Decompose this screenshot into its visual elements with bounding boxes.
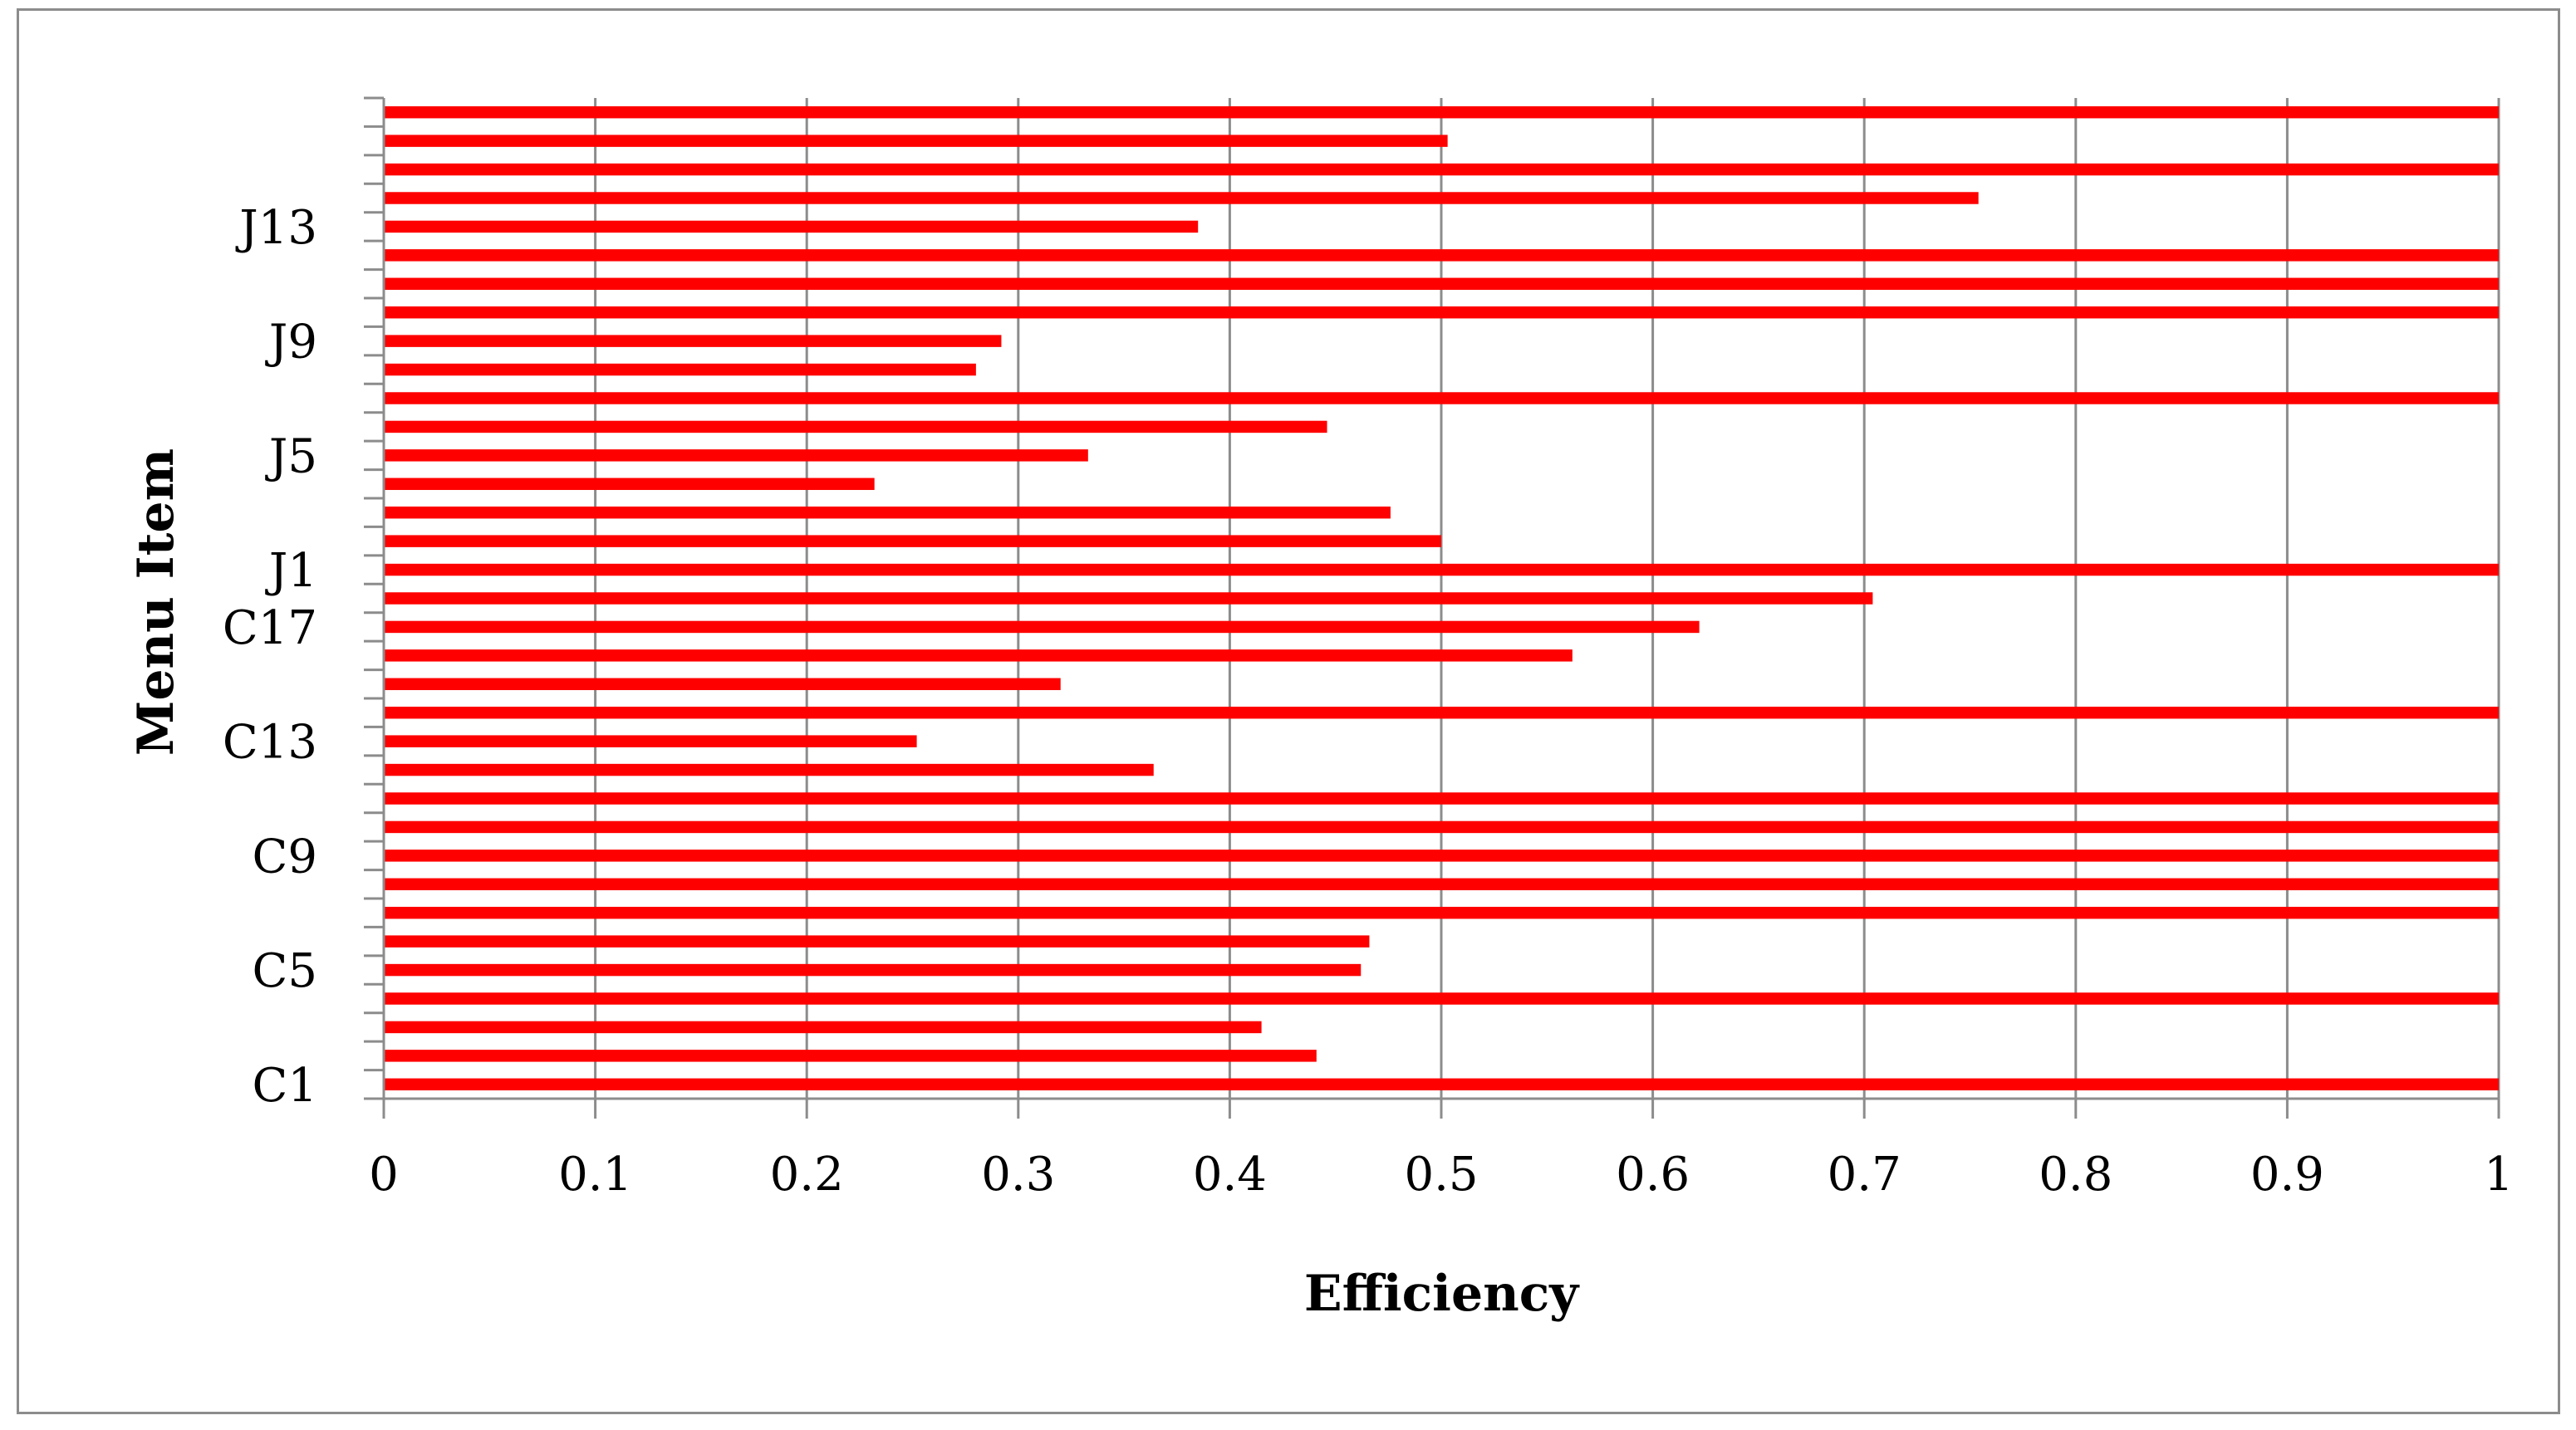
y-category-label: J9: [265, 316, 317, 370]
bar: [384, 850, 2499, 862]
x-tick-label: 0.7: [1828, 1148, 1901, 1202]
bar: [384, 449, 1088, 462]
y-axis-title: Menu Item: [127, 448, 185, 756]
bar: [384, 392, 2499, 404]
x-tick-label: 0.1: [558, 1148, 632, 1202]
bar: [384, 105, 2499, 119]
labels-layer: 0 0.1 0.2 0.3 0.4 0.5 0.6 0.7 0.8 0.9 1 C1 C5 C9 C13 C1…: [223, 201, 2514, 1202]
x-tick-label: 0: [369, 1148, 399, 1202]
y-category-label: C9: [253, 830, 317, 884]
y-category-label: J13: [235, 201, 317, 255]
bar: [384, 878, 2499, 891]
x-tick-label: 0.5: [1404, 1148, 1478, 1202]
bar: [384, 477, 875, 491]
bar: [384, 535, 1441, 547]
bar: [384, 1078, 2499, 1091]
bar: [384, 792, 2499, 805]
x-tick-label: 1: [2484, 1148, 2514, 1202]
y-category-label: J5: [265, 429, 317, 483]
y-category-label: C17: [223, 601, 317, 655]
bar: [384, 506, 1391, 519]
x-tick-label: 0.9: [2250, 1148, 2324, 1202]
x-axis-title: Efficiency: [1304, 1265, 1580, 1323]
bar: [384, 163, 2499, 176]
bar: [384, 277, 2499, 291]
bar: [384, 1021, 1262, 1034]
bar: [384, 363, 976, 376]
x-tick-label: 0.4: [1193, 1148, 1267, 1202]
bar: [384, 763, 1154, 776]
bar: [384, 563, 2499, 576]
axes-layer: [364, 96, 2500, 1119]
bar: [384, 335, 1002, 347]
y-category-label: C1: [253, 1059, 317, 1113]
x-tick-label: 0.3: [981, 1148, 1055, 1202]
bar: [384, 735, 917, 747]
bar: [384, 935, 1370, 948]
grid-layer: [594, 98, 2500, 1099]
bar: [384, 649, 1573, 662]
bars-layer: [384, 105, 2499, 1091]
bar: [384, 220, 1199, 233]
bar: [384, 249, 2499, 262]
bar: [384, 678, 1061, 691]
bar: [384, 1050, 1317, 1062]
y-category-label: C13: [223, 716, 317, 770]
x-tick-label: 0.6: [1616, 1148, 1690, 1202]
bar: [384, 992, 2499, 1005]
x-tick-label: 0.8: [2039, 1148, 2112, 1202]
bar: [384, 706, 2499, 719]
x-tick-label: 0.2: [770, 1148, 844, 1202]
y-category-label: C5: [253, 944, 317, 998]
bar: [384, 963, 1362, 977]
bar: [384, 135, 1448, 147]
bar: [384, 192, 1979, 204]
y-category-label: J1: [265, 544, 317, 598]
bar: [384, 420, 1327, 433]
bar: [384, 906, 2499, 919]
bar: [384, 620, 1700, 634]
bar: [384, 592, 1873, 605]
bar: [384, 306, 2499, 319]
bar: [384, 820, 2499, 834]
